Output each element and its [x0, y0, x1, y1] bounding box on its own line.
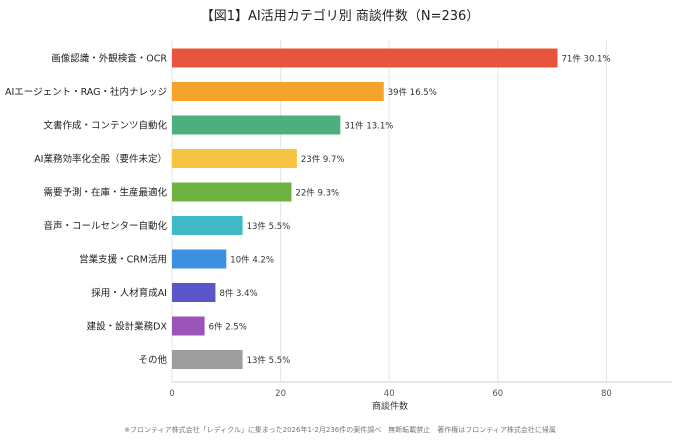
x-tick-label: 80 [601, 389, 612, 399]
chart-title: 【図1】AI活用カテゴリ別 商談件数（N=236） [201, 8, 480, 24]
data-label: 13件 5.5% [247, 221, 291, 232]
category-label: 需要予測・在庫・生産最適化 [43, 187, 167, 199]
data-label: 71件 30.1% [562, 54, 611, 65]
bar-8 [172, 316, 205, 336]
bar-4 [172, 182, 292, 202]
x-tick-label: 0 [169, 389, 174, 399]
category-label: AI業務効率化全般（要件未定） [34, 153, 167, 165]
category-labels: 画像認識・外観検査・OCR AIエージェント・RAG・社内ナレッジ文書作成・コンテ… [5, 53, 168, 367]
category-label: 画像認識・外観検査・OCR [51, 53, 167, 65]
x-tick-labels: 0 20 40 60 80 [169, 389, 612, 399]
category-label: その他 [138, 354, 167, 366]
bar-2 [172, 115, 341, 135]
bar-3 [172, 149, 297, 168]
data-label: 13件 5.5% [247, 355, 291, 366]
bar-6 [172, 249, 227, 269]
data-label: 31件 13.1% [344, 121, 393, 132]
bar-0 [172, 48, 558, 68]
footnote: ※フロンティア株式会社「レディクル」に集まった2026年1-2月236件の案件調… [124, 425, 556, 434]
bar-7 [172, 283, 216, 302]
x-axis-label: 商談件数 [372, 400, 408, 412]
bar-5 [172, 216, 243, 235]
category-label: 文書作成・コンテンツ自動化 [43, 120, 167, 132]
category-label: 音声・コールセンター自動化 [43, 220, 167, 232]
value-labels: 71件 30.1% 39件 16.5% 31件 13.1% 23件 9.7% 22件 9… [209, 54, 611, 367]
data-label: 22件 9.3% [295, 188, 339, 199]
x-tick-label: 20 [275, 389, 286, 399]
category-label: AIエージェント・RAG・社内ナレッジ [5, 86, 167, 98]
data-label: 8件 3.4% [219, 288, 257, 299]
data-label: 10件 4.2% [230, 255, 274, 266]
data-label: 39件 16.5% [388, 87, 437, 98]
category-label: 営業支援・CRM活用 [79, 254, 167, 266]
data-label: 23件 9.7% [301, 154, 345, 165]
x-tick-label: 60 [492, 389, 503, 399]
bars [172, 48, 558, 369]
bar-9 [172, 350, 243, 369]
category-label: 採用・人材育成AI [91, 287, 167, 299]
bar-1 [172, 82, 384, 101]
x-tick-label: 40 [384, 389, 395, 399]
category-label: 建設・設計業務DX [87, 321, 168, 333]
data-label: 6件 2.5% [209, 322, 247, 333]
